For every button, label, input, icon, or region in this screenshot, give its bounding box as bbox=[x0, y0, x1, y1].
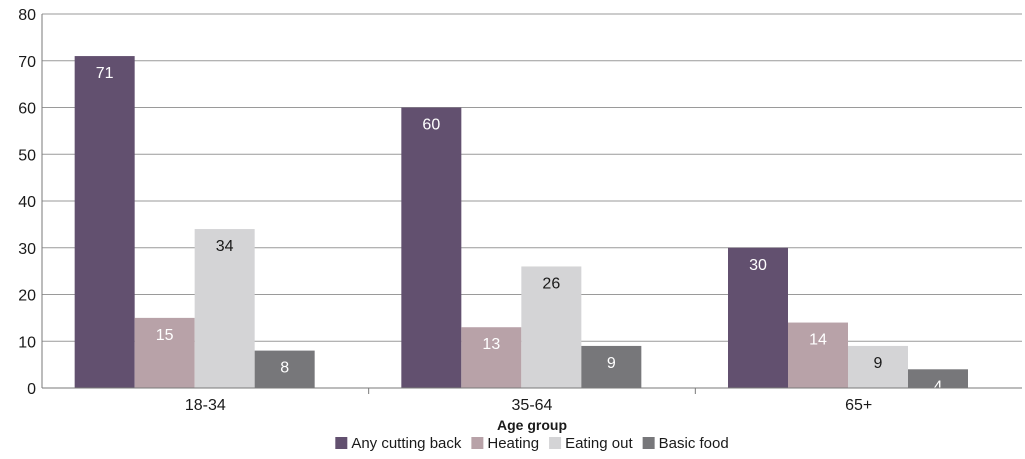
bar bbox=[728, 247, 788, 388]
legend-item: Eating out bbox=[549, 435, 633, 452]
data-label: 34 bbox=[216, 238, 234, 255]
x-tick-label: 65+ bbox=[845, 397, 872, 414]
bar bbox=[581, 345, 642, 388]
y-tick-label: 10 bbox=[18, 334, 36, 351]
bar bbox=[788, 322, 848, 388]
y-tick-label: 70 bbox=[18, 54, 36, 71]
x-axis: 18-34 35-64 65+ bbox=[42, 387, 1022, 414]
data-label: 30 bbox=[749, 257, 767, 274]
legend-swatch bbox=[335, 437, 348, 449]
legend-item: Heating bbox=[471, 435, 539, 452]
y-tick-label: 60 bbox=[18, 101, 36, 118]
data-label: 15 bbox=[156, 327, 174, 344]
y-tick-label: 0 bbox=[27, 381, 36, 398]
x-tick-label: 18-34 bbox=[185, 397, 226, 414]
legend: Any cutting back Heating Eating out Basic f… bbox=[335, 435, 729, 452]
bars: 71 15 34 8 60 13 26 9 30 14 9 4 bbox=[74, 56, 968, 395]
data-label: 9 bbox=[607, 355, 616, 372]
bar bbox=[848, 345, 908, 388]
legend-swatch bbox=[642, 437, 655, 449]
bar bbox=[74, 56, 135, 388]
data-label: 14 bbox=[809, 332, 827, 349]
legend-label: Eating out bbox=[565, 435, 633, 452]
y-tick-label: 30 bbox=[18, 241, 36, 258]
data-label: 8 bbox=[280, 360, 289, 377]
x-axis-label: Age group bbox=[497, 417, 567, 433]
legend-swatch bbox=[549, 437, 562, 449]
legend-label: Any cutting back bbox=[351, 435, 462, 452]
y-tick-label: 20 bbox=[18, 288, 36, 305]
y-tick-label: 50 bbox=[18, 147, 36, 164]
y-tick-label: 40 bbox=[18, 194, 36, 211]
y-tick-label: 80 bbox=[18, 7, 36, 24]
bar bbox=[908, 369, 968, 388]
bar bbox=[461, 327, 522, 388]
y-axis: 0 10 20 30 40 50 60 70 80 bbox=[18, 7, 43, 398]
data-label: 4 bbox=[934, 378, 943, 395]
bar bbox=[521, 266, 582, 388]
legend-item: Basic food bbox=[642, 435, 729, 452]
data-label: 60 bbox=[422, 117, 440, 134]
legend-swatch bbox=[471, 437, 484, 449]
data-label: 26 bbox=[542, 275, 560, 292]
data-label: 13 bbox=[482, 336, 500, 353]
bar bbox=[194, 229, 255, 388]
bar bbox=[134, 317, 195, 388]
bar bbox=[254, 350, 315, 388]
legend-item: Any cutting back bbox=[335, 435, 462, 452]
x-tick-label: 35-64 bbox=[512, 397, 553, 414]
data-label: 9 bbox=[874, 355, 883, 372]
data-label: 71 bbox=[96, 65, 114, 82]
legend-label: Basic food bbox=[659, 435, 729, 452]
legend-label: Heating bbox=[487, 435, 539, 452]
bar bbox=[401, 107, 462, 388]
